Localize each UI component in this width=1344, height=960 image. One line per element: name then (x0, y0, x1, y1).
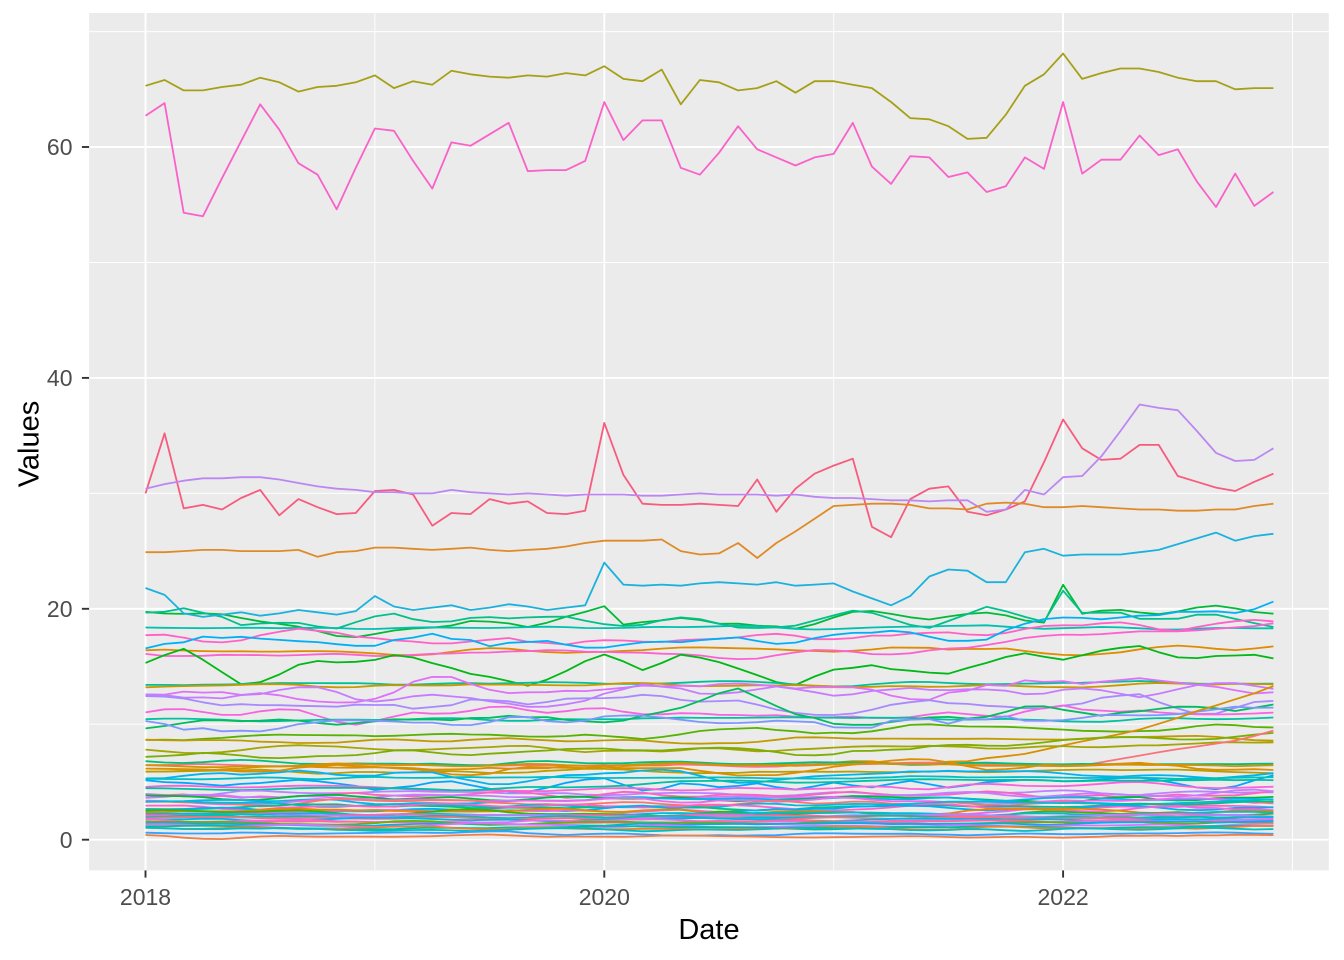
svg-text:2022: 2022 (1038, 884, 1089, 910)
svg-text:20: 20 (47, 596, 73, 622)
svg-text:Values: Values (14, 401, 46, 488)
svg-text:40: 40 (47, 365, 73, 391)
svg-text:Date: Date (678, 914, 739, 946)
svg-text:2018: 2018 (120, 884, 171, 910)
svg-text:2020: 2020 (579, 884, 630, 910)
svg-text:0: 0 (60, 827, 73, 853)
svg-text:60: 60 (47, 134, 73, 160)
